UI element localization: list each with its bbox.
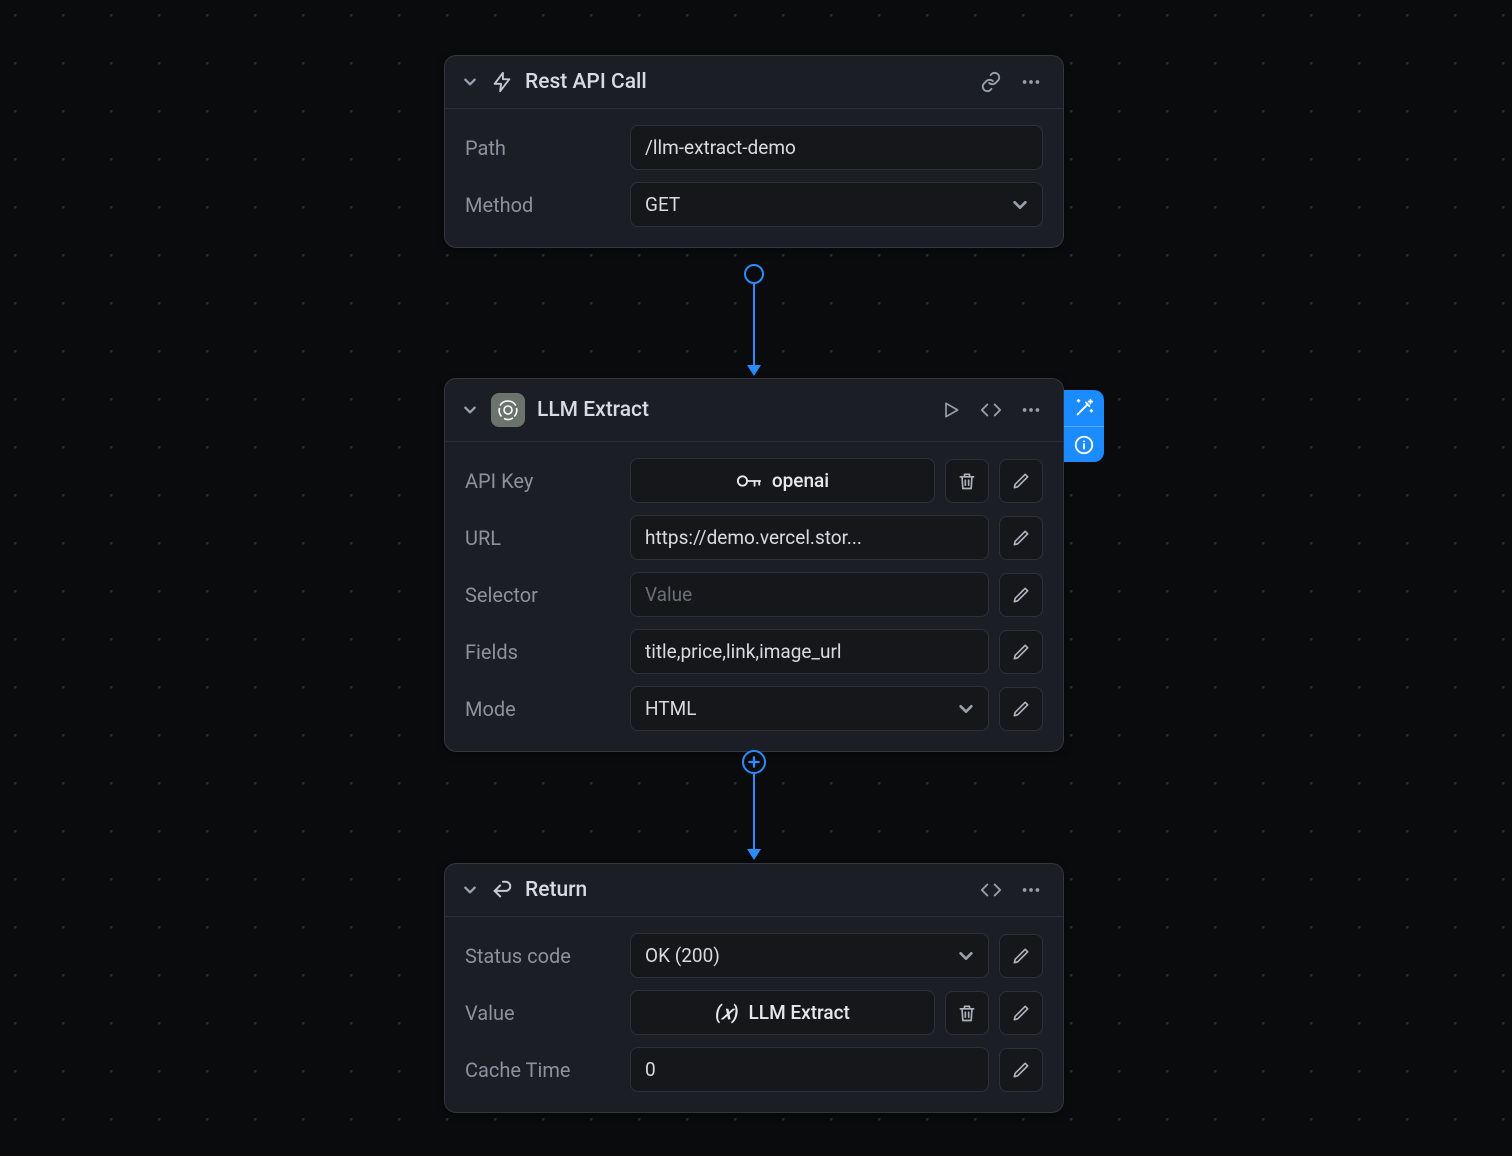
field-label-url: URL	[465, 526, 620, 550]
delete-value-button[interactable]	[945, 991, 989, 1035]
connector-1	[744, 264, 764, 376]
flow-canvas[interactable]: Rest API Call Path /llm-extract-demo Met…	[0, 0, 1512, 1156]
node-rest-api-call[interactable]: Rest API Call Path /llm-extract-demo Met…	[444, 55, 1064, 248]
field-label-mode: Mode	[465, 697, 620, 721]
node-header: Rest API Call	[445, 56, 1063, 109]
edit-url-button[interactable]	[999, 516, 1043, 560]
field-label-value: Value	[465, 1001, 620, 1025]
chevron-down-icon	[958, 701, 974, 717]
url-input[interactable]: https://demo.vercel.stor...	[630, 515, 989, 560]
node-title: Return	[525, 878, 967, 902]
chevron-down-icon	[1012, 197, 1028, 213]
apikey-input[interactable]: openai	[630, 458, 935, 503]
edit-fields-button[interactable]	[999, 630, 1043, 674]
method-select[interactable]: GET	[630, 182, 1043, 227]
node-body: API Key openai URL https://demo.vercel.s…	[445, 442, 1063, 751]
field-label-fields: Fields	[465, 640, 620, 664]
value-input[interactable]: (𝑥) LLM Extract	[630, 990, 935, 1035]
edit-selector-button[interactable]	[999, 573, 1043, 617]
edit-status-button[interactable]	[999, 934, 1043, 978]
mode-select[interactable]: HTML	[630, 686, 989, 731]
connector-2	[742, 750, 766, 860]
node-header: LLM Extract	[445, 379, 1063, 442]
status-select[interactable]: OK (200)	[630, 933, 989, 978]
field-label-cache: Cache Time	[465, 1058, 620, 1082]
node-body: Path /llm-extract-demo Method GET	[445, 109, 1063, 247]
field-label-path: Path	[465, 136, 620, 160]
delete-apikey-button[interactable]	[945, 459, 989, 503]
info-button[interactable]	[1064, 426, 1104, 462]
edit-value-button[interactable]	[999, 991, 1043, 1035]
node-llm-extract[interactable]: LLM Extract API Key	[444, 378, 1064, 752]
play-button[interactable]	[939, 398, 963, 422]
fields-input[interactable]: title,price,link,image_url	[630, 629, 989, 674]
node-return[interactable]: Return Status code OK (200)	[444, 863, 1064, 1113]
edit-cache-button[interactable]	[999, 1048, 1043, 1092]
code-icon[interactable]	[979, 398, 1003, 422]
more-menu[interactable]	[1019, 398, 1043, 422]
field-label-method: Method	[465, 193, 620, 217]
link-icon[interactable]	[979, 70, 1003, 94]
lightning-icon	[491, 71, 513, 93]
variable-icon: (𝑥)	[715, 1001, 738, 1024]
node-title: Rest API Call	[525, 70, 967, 94]
openai-icon	[491, 393, 525, 427]
node-side-badges	[1064, 390, 1104, 462]
field-label-selector: Selector	[465, 583, 620, 607]
field-label-apikey: API Key	[465, 469, 620, 493]
cache-input[interactable]: 0	[630, 1047, 989, 1092]
code-icon[interactable]	[979, 878, 1003, 902]
collapse-toggle[interactable]	[461, 73, 479, 91]
more-menu[interactable]	[1019, 70, 1043, 94]
edit-mode-button[interactable]	[999, 687, 1043, 731]
node-body: Status code OK (200) Value (𝑥) LLM Extra…	[445, 917, 1063, 1112]
magic-wand-button[interactable]	[1064, 390, 1104, 426]
add-node-button[interactable]	[742, 750, 766, 774]
selector-input[interactable]: Value	[630, 572, 989, 617]
edit-apikey-button[interactable]	[999, 459, 1043, 503]
return-icon	[491, 879, 513, 901]
collapse-toggle[interactable]	[461, 401, 479, 419]
chevron-down-icon	[958, 948, 974, 964]
field-label-status: Status code	[465, 944, 620, 968]
more-menu[interactable]	[1019, 878, 1043, 902]
key-icon	[736, 472, 762, 490]
node-header: Return	[445, 864, 1063, 917]
node-title: LLM Extract	[537, 398, 927, 422]
collapse-toggle[interactable]	[461, 881, 479, 899]
path-input[interactable]: /llm-extract-demo	[630, 125, 1043, 170]
output-port[interactable]	[744, 264, 764, 284]
